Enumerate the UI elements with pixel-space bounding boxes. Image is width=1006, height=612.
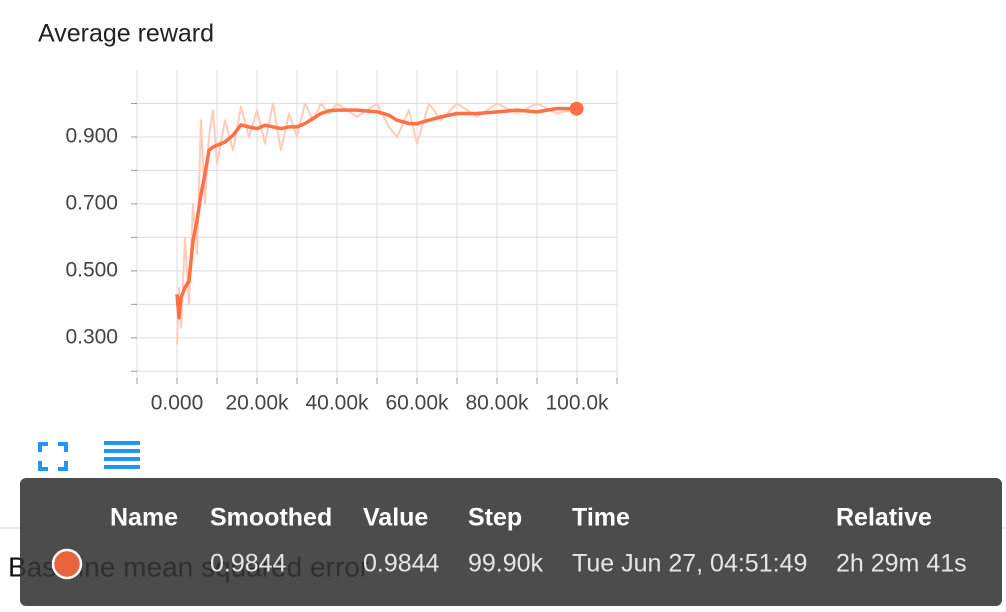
tooltip-cell: 99.90k	[468, 550, 544, 578]
fullscreen-icon[interactable]	[38, 442, 68, 471]
y-tick-label: 0.900	[65, 125, 118, 148]
y-tick-label: 0.500	[65, 258, 118, 281]
smoothed-line	[175, 106, 577, 320]
tooltip-header: Relative	[836, 504, 932, 532]
tooltip: Name Smoothed Value Step Time Relative 0.9844 0…	[20, 478, 1002, 606]
tooltip-cell: 0.9844	[363, 550, 440, 578]
icon-bar	[104, 457, 140, 461]
chart-title: Average reward	[38, 20, 214, 48]
hover-point	[569, 101, 584, 116]
tooltip-header: Step	[468, 504, 522, 532]
x-tick-label: 60.00k	[385, 392, 449, 415]
y-tick-label: 0.300	[65, 325, 118, 348]
tooltip-cell: 2h 29m 41s	[836, 550, 967, 578]
tooltip-box	[20, 478, 1002, 606]
tooltip-header: Value	[363, 504, 428, 532]
icon-shape	[38, 442, 68, 471]
series-swatch	[51, 548, 83, 580]
y-tick-label: 0.700	[65, 191, 118, 214]
x-tick-label: 40.00k	[305, 392, 369, 415]
tooltip-cell: 0.9844	[210, 550, 287, 578]
x-tick-label: 0.000	[151, 392, 204, 415]
plot: 0.000 20.00k 40.00k 60.00k 80.00k 100.0k 0.300…	[65, 70, 618, 415]
x-tick-label: 100.0k	[545, 392, 609, 415]
tooltip-cell: Tue Jun 27, 04:51:49	[572, 550, 807, 578]
icon-bar	[104, 449, 140, 453]
x-tick-label: 20.00k	[225, 392, 289, 415]
tooltip-header: Smoothed	[210, 504, 332, 532]
icon-bar	[104, 465, 140, 469]
tooltip-header: Name	[110, 504, 178, 532]
icon-bar	[104, 441, 140, 445]
tooltip-header: Time	[572, 504, 630, 532]
x-tick-label: 80.00k	[465, 392, 529, 415]
data-toggle-icon[interactable]	[104, 441, 140, 469]
